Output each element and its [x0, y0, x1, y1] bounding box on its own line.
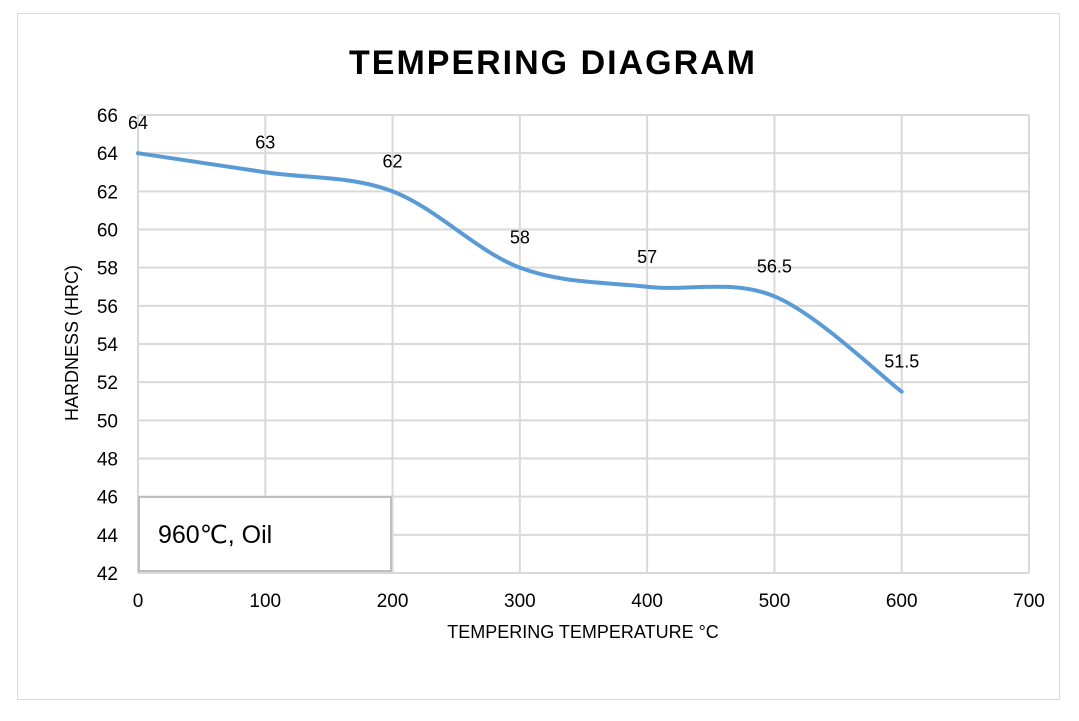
y-tick-label: 54 — [97, 335, 119, 356]
data-label: 58 — [510, 228, 530, 248]
data-label: 51.5 — [884, 352, 919, 372]
y-axis-label: HARDNESS (HRC) — [62, 265, 82, 421]
y-tick-label: 48 — [97, 450, 118, 471]
y-tick-label: 46 — [97, 488, 118, 509]
x-tick-label: 200 — [377, 591, 409, 612]
y-tick-label: 50 — [97, 411, 118, 432]
series-line-hardness — [136, 151, 904, 394]
x-tick-label: 300 — [504, 591, 536, 612]
y-tick-label: 58 — [97, 259, 118, 280]
x-tick-label: 600 — [886, 591, 918, 612]
annotation-text: 960℃, Oil — [158, 521, 272, 549]
y-tick-label: 60 — [97, 221, 118, 242]
x-axis-label: TEMPERING TEMPERATURE °C — [447, 622, 719, 642]
y-tick-label: 56 — [97, 297, 118, 318]
x-tick-label: 100 — [249, 591, 281, 612]
y-tick-label: 52 — [97, 373, 118, 394]
y-tick-label: 64 — [97, 144, 119, 165]
chart-title: TEMPERING DIAGRAM — [349, 44, 757, 82]
x-tick-label: 400 — [631, 591, 663, 612]
x-tick-label: 500 — [759, 591, 791, 612]
y-tick-label: 42 — [97, 564, 118, 585]
x-tick-label: 0 — [133, 591, 144, 612]
y-tick-label: 44 — [97, 526, 119, 547]
data-label: 64 — [128, 113, 148, 133]
chart-frame — [17, 13, 1060, 700]
x-tick-label: 700 — [1013, 591, 1045, 612]
data-label: 63 — [255, 132, 275, 152]
data-label: 57 — [637, 247, 657, 267]
annotation-box — [138, 496, 392, 572]
data-label: 62 — [383, 151, 403, 171]
data-label: 56.5 — [757, 256, 792, 276]
y-tick-label: 62 — [97, 182, 118, 203]
y-tick-label: 66 — [97, 106, 118, 127]
